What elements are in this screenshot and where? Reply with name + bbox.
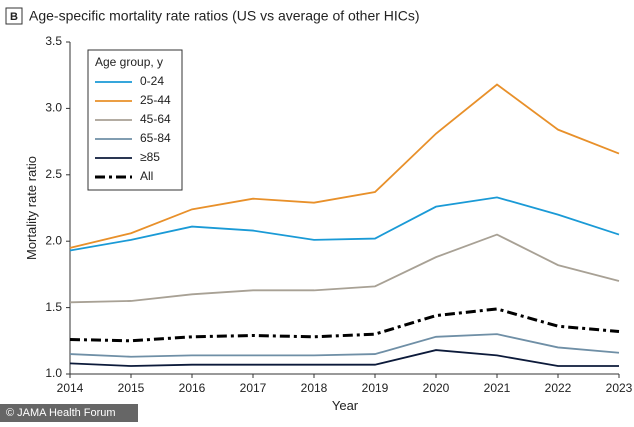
- series-line: [69, 83, 620, 249]
- legend-label: 25-44: [140, 93, 171, 107]
- series-line: [69, 307, 620, 343]
- chart-title: Age-specific mortality rate ratios (US v…: [29, 8, 420, 24]
- series-line: [69, 196, 620, 252]
- legend-label: 0-24: [140, 74, 164, 88]
- y-tick-label: 3.5: [45, 34, 62, 48]
- x-tick-label: 2015: [118, 381, 145, 395]
- series-line: [69, 233, 620, 304]
- y-tick-label: 2.0: [45, 233, 62, 247]
- x-tick-label: 2021: [484, 381, 511, 395]
- x-tick-label: 2014: [57, 381, 84, 395]
- x-tick-label: 2023: [606, 381, 633, 395]
- panel-box: [5, 7, 23, 25]
- x-tick-label: 2022: [545, 381, 572, 395]
- legend-label: ≥85: [140, 150, 160, 164]
- credit-bg: [0, 404, 138, 422]
- legend-label: All: [140, 169, 153, 183]
- x-tick-label: 2016: [179, 381, 206, 395]
- x-tick-label: 2018: [301, 381, 328, 395]
- x-tick-label: 2017: [240, 381, 267, 395]
- legend-label: 65-84: [140, 131, 171, 145]
- panel-label: B: [10, 11, 18, 23]
- x-axis-label: Year: [332, 398, 359, 413]
- credit: © JAMA Health Forum: [6, 407, 116, 419]
- y-tick-label: 2.5: [45, 167, 62, 181]
- x-tick-label: 2019: [362, 381, 389, 395]
- series-line: [69, 349, 619, 367]
- series-line: [69, 333, 620, 358]
- y-axis-label: Mortality rate ratio: [24, 156, 39, 260]
- legend-label: 45-64: [140, 112, 171, 126]
- y-tick-label: 1.5: [45, 300, 62, 314]
- y-tick-label: 3.0: [45, 101, 62, 115]
- y-tick-label: 1.0: [45, 366, 62, 380]
- legend-title: Age group, y: [95, 55, 163, 69]
- x-tick-label: 2020: [423, 381, 450, 395]
